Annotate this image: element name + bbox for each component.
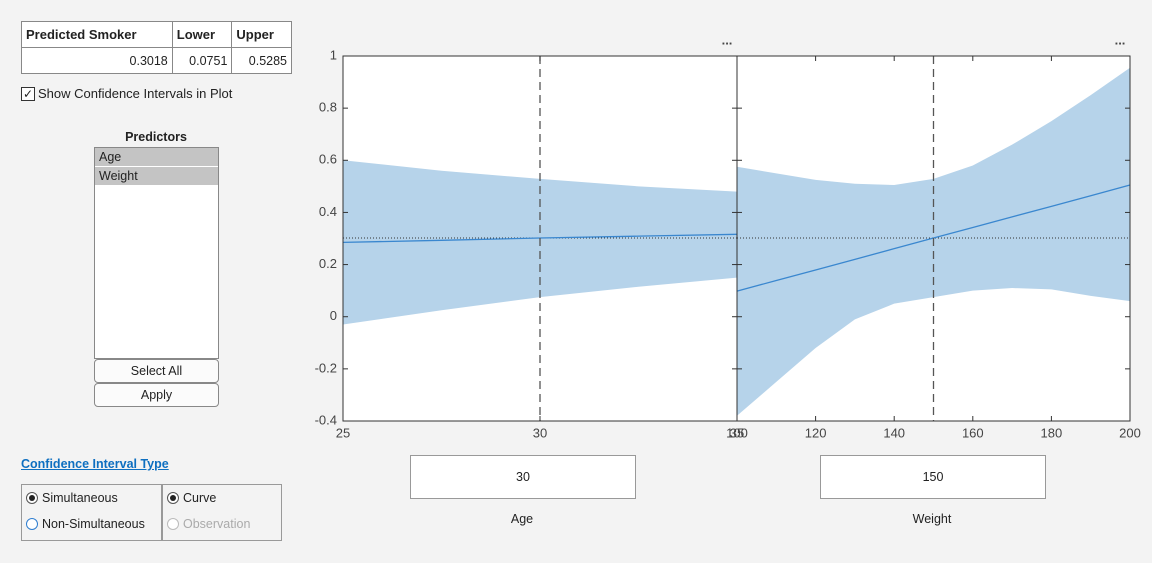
y-tick-label: 1	[330, 47, 337, 62]
apply-button[interactable]: Apply	[94, 383, 219, 407]
value-input[interactable]: 30	[410, 455, 636, 499]
cell: 0.0751	[171, 47, 233, 74]
ci-checkbox[interactable]: ✓ Show Confidence Intervals in Plot	[21, 86, 232, 101]
x-tick-label: 30	[533, 425, 547, 440]
select-all-button[interactable]: Select All	[94, 359, 219, 383]
x-label: Age	[510, 512, 534, 526]
cell: 0.3018	[21, 47, 173, 74]
checkbox-label: Show Confidence Intervals in Plot	[38, 86, 233, 101]
radio-label: Observation	[183, 517, 251, 531]
y-tick-label: 0.4	[319, 204, 337, 219]
predictor-list: Age Weight	[94, 147, 219, 359]
y-tick-label: 0.2	[319, 256, 337, 271]
x-tick-label: 100	[726, 425, 748, 440]
y-tick-label: 0.8	[319, 100, 337, 115]
radio: Observation	[163, 511, 281, 537]
prediction-table: Predicted Smoker Lower Upper 0.3018 0.0751 0…	[21, 21, 292, 74]
value-input[interactable]: 150	[820, 455, 1046, 499]
radio[interactable]: Non-Simultaneous	[22, 511, 161, 537]
x-tick-label: 120	[805, 425, 827, 440]
x-tick-label: 160	[962, 425, 984, 440]
predictors-title: Predictors	[125, 130, 187, 144]
radio-label: Curve	[183, 491, 217, 505]
x-tick-label: 140	[883, 425, 905, 440]
x-tick-label: 200	[1119, 425, 1141, 440]
header: Upper	[231, 21, 292, 48]
list-item[interactable]: Age	[95, 148, 218, 167]
radio-label: Non-Simultaneous	[42, 517, 145, 531]
x-tick-label: 35	[730, 425, 744, 440]
x-label: Weight	[912, 512, 952, 526]
radio[interactable]: Simultaneous	[22, 485, 161, 511]
checkmark: ✓	[21, 86, 35, 101]
header: Predicted Smoker	[21, 21, 173, 48]
axes-menu[interactable]: ...	[722, 32, 733, 47]
header: Lower	[171, 21, 233, 48]
ci-type-title[interactable]: Confidence Interval Type	[21, 457, 169, 471]
radio-group: Simultaneous Non-Simultaneous	[21, 484, 162, 541]
radio[interactable]: Curve	[163, 485, 281, 511]
radio-label: Simultaneous	[42, 491, 118, 505]
axes-menu[interactable]: ...	[1115, 32, 1126, 47]
y-tick-label: -0.2	[315, 360, 337, 375]
radio-group: Curve Observation	[162, 484, 282, 541]
y-tick-label: -0.4	[315, 412, 337, 427]
axes-frame	[736, 55, 1131, 422]
y-tick-label: 0	[330, 308, 337, 323]
cell: 0.5285	[231, 47, 292, 74]
x-tick-label: 180	[1041, 425, 1063, 440]
y-tick-label: 0.6	[319, 152, 337, 167]
list-item[interactable]: Weight	[95, 167, 218, 185]
x-tick-label: 25	[336, 425, 350, 440]
